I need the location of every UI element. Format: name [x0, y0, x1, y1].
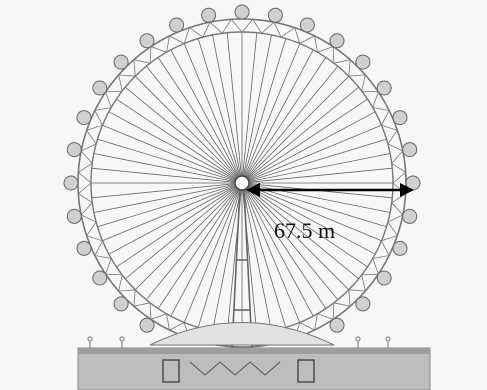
capsule — [393, 241, 407, 255]
ferris-wheel-diagram: 67.5 m — [0, 0, 487, 390]
capsule — [403, 143, 417, 157]
capsule — [330, 318, 344, 332]
lamp — [88, 337, 92, 341]
capsule — [268, 8, 282, 22]
capsule — [202, 8, 216, 22]
capsule — [330, 34, 344, 48]
capsule — [114, 55, 128, 69]
capsule — [77, 241, 91, 255]
base-deck — [78, 348, 430, 354]
capsule — [140, 318, 154, 332]
radius-label: 67.5 m — [274, 218, 335, 243]
base — [78, 348, 430, 390]
capsule — [356, 297, 370, 311]
capsule — [93, 271, 107, 285]
capsule — [93, 81, 107, 95]
capsule — [377, 271, 391, 285]
capsule — [356, 55, 370, 69]
hub — [235, 176, 249, 190]
capsule — [140, 34, 154, 48]
capsule — [67, 209, 81, 223]
capsule — [67, 143, 81, 157]
capsule — [393, 111, 407, 125]
capsule — [300, 18, 314, 32]
lamp — [356, 337, 360, 341]
lamp — [386, 337, 390, 341]
capsule — [64, 176, 78, 190]
capsule — [77, 111, 91, 125]
page: {"annotation": {"label": "67.5 m"}} 67.5… — [0, 0, 487, 390]
capsule — [114, 297, 128, 311]
capsule — [377, 81, 391, 95]
capsule — [170, 18, 184, 32]
capsule — [235, 5, 249, 19]
capsule — [403, 209, 417, 223]
lamp — [120, 337, 124, 341]
